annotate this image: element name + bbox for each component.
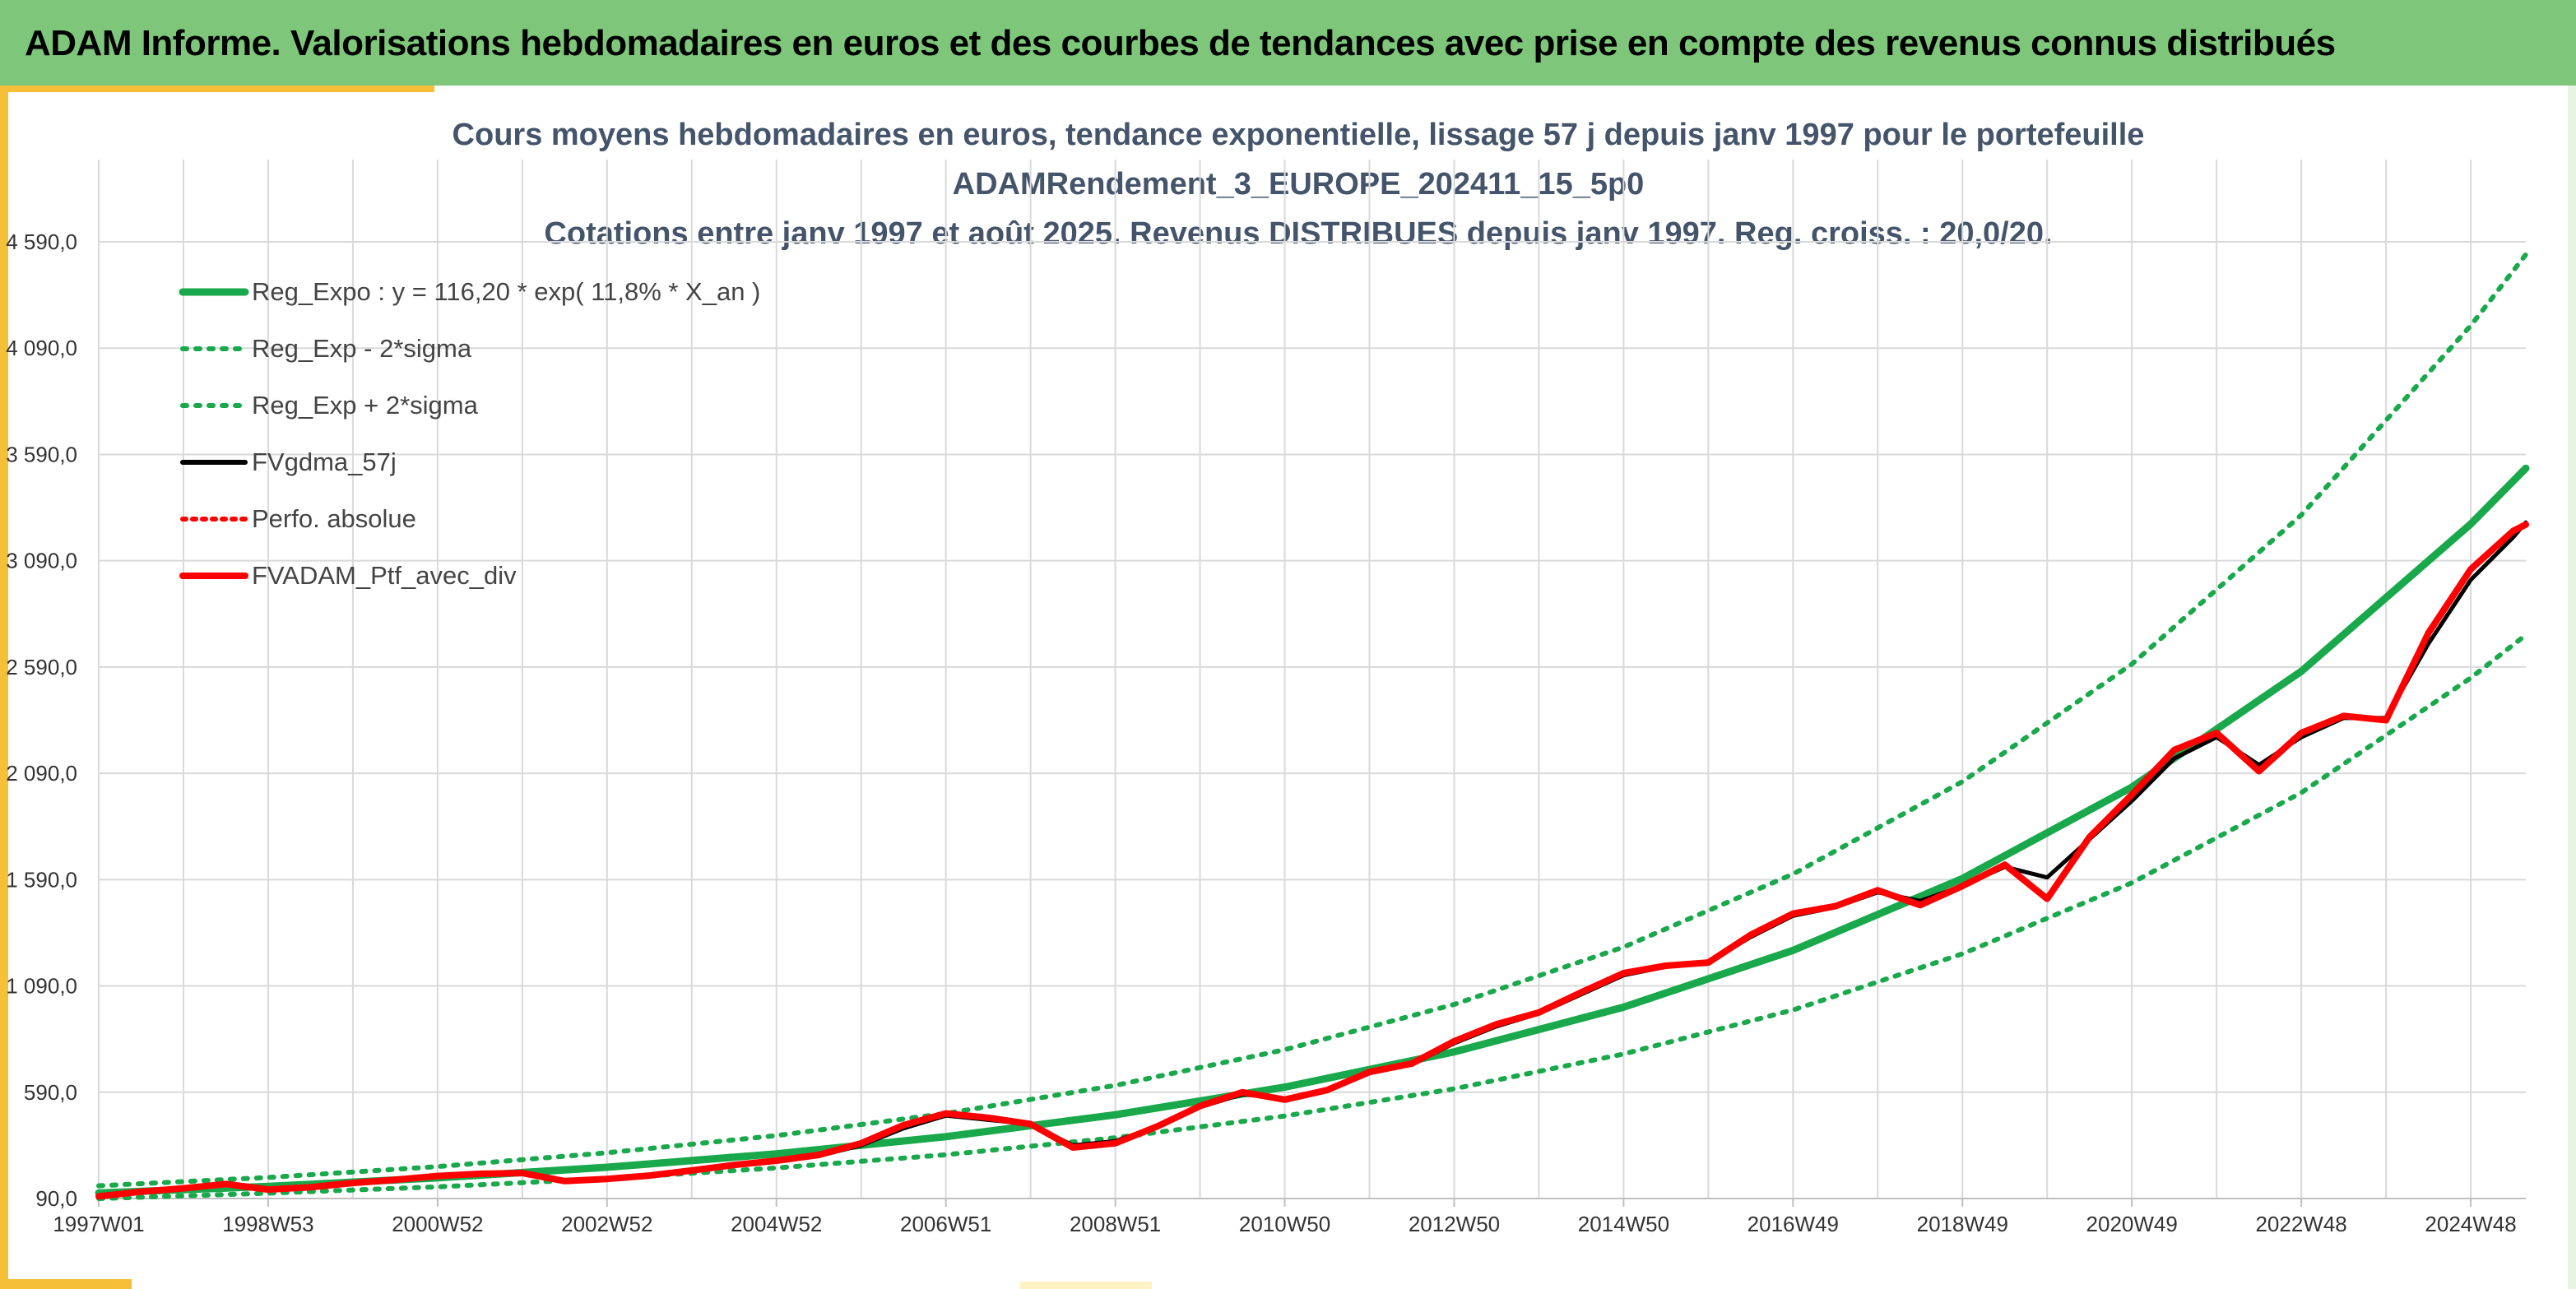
x-tick-label: 1998W53 <box>222 1212 313 1236</box>
y-tick-label: 90,0 <box>35 1186 77 1211</box>
x-tick-label: 2006W51 <box>900 1212 991 1236</box>
chart-title: Cours moyens hebdomadaires en euros, ten… <box>453 118 2145 251</box>
header-banner: ADAM Informe. Valorisations hebdomadaire… <box>0 0 2576 86</box>
y-tick-label: 2 590,0 <box>6 655 77 679</box>
chart-title-line-1: ADAMRendement_3_EUROPE_202411_15_5p0 <box>953 167 1645 202</box>
chart-series <box>95 252 2530 1201</box>
series-line-4 <box>96 522 2528 1199</box>
y-tick-label: 590,0 <box>24 1080 77 1105</box>
frame-accent-top <box>0 86 434 92</box>
x-tick-label: 1997W01 <box>53 1212 144 1236</box>
x-tick-label: 2016W49 <box>1748 1212 1839 1236</box>
frame-accent-bottom-center <box>1020 1282 1152 1289</box>
y-tick-label: 4 590,0 <box>6 230 77 254</box>
legend-label: FVADAM_Ptf_avec_div <box>252 561 517 590</box>
x-axis-ticks: 1997W01 1998W53 2000W52 2002W52 2004W52 2006W… <box>53 1199 2517 1236</box>
frame-accent-bottom <box>0 1279 132 1289</box>
x-tick-label: 2002W52 <box>561 1212 652 1236</box>
x-tick-label: 2010W50 <box>1239 1212 1330 1236</box>
chart-grid <box>98 160 2526 1199</box>
x-tick-label: 2018W49 <box>1917 1212 2008 1236</box>
y-tick-label: 3 090,0 <box>6 549 77 573</box>
y-axis-ticks: 90,0 590,0 1 090,0 1 590,0 2 090,0 2 590,0 3 0… <box>6 230 77 1211</box>
legend-label: FVgdma_57j <box>252 447 397 476</box>
legend-label: Perfo. absolue <box>252 504 416 533</box>
y-tick-label: 3 590,0 <box>6 442 77 466</box>
x-tick-label: 2012W50 <box>1409 1212 1500 1236</box>
x-tick-label: 2024W48 <box>2425 1212 2516 1236</box>
x-tick-label: 2000W52 <box>392 1212 483 1236</box>
legend-label: Reg_Expo : y = 116,20 * exp( 11,8% * X_a… <box>252 277 760 306</box>
x-tick-label: 2022W48 <box>2255 1212 2346 1236</box>
legend-label: Reg_Exp + 2*sigma <box>252 391 479 420</box>
x-tick-label: 2004W52 <box>731 1212 822 1236</box>
frame-accent-left <box>0 86 8 1289</box>
y-tick-label: 2 090,0 <box>6 761 77 786</box>
y-tick-label: 4 090,0 <box>6 336 77 360</box>
legend-label: Reg_Exp - 2*sigma <box>252 334 472 363</box>
series-line-5 <box>95 521 2529 1200</box>
chart-title-line-2: Cotations entre janv 1997 et août 2025. … <box>544 216 2052 251</box>
chart-legend: Reg_Expo : y = 116,20 * exp( 11,8% * X_a… <box>179 277 760 590</box>
series-line-2 <box>96 252 2528 1189</box>
frame-accent-right <box>2568 86 2576 1289</box>
y-tick-label: 1 090,0 <box>6 974 77 999</box>
y-tick-label: 1 590,0 <box>6 867 77 892</box>
chart-title-line-0: Cours moyens hebdomadaires en euros, ten… <box>453 118 2145 152</box>
x-tick-label: 2020W49 <box>2086 1212 2178 1236</box>
x-tick-label: 2008W51 <box>1070 1212 1161 1236</box>
x-tick-label: 2014W50 <box>1578 1212 1669 1236</box>
series-line-1 <box>96 632 2528 1201</box>
banner-title: ADAM Informe. Valorisations hebdomadaire… <box>25 23 2336 63</box>
